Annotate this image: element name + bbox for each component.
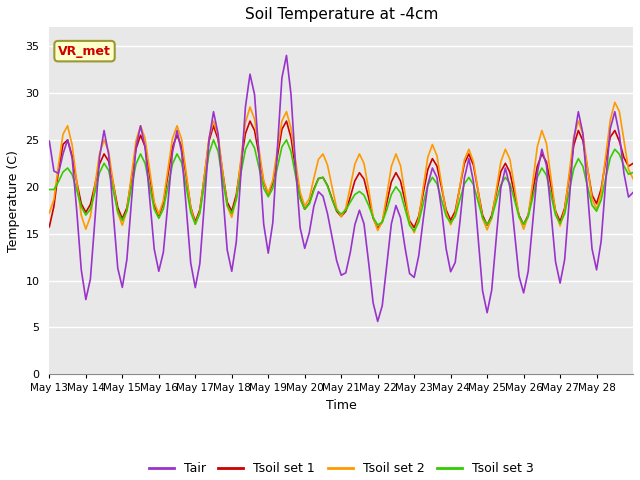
Tsoil set 3	[629, 169, 637, 175]
Tsoil set 1	[45, 224, 53, 229]
Tsoil set 3	[410, 228, 418, 234]
Tair	[356, 207, 364, 213]
Tsoil set 2	[73, 179, 81, 184]
Tsoil set 1	[565, 174, 573, 180]
Tair	[45, 138, 53, 144]
Tsoil set 3	[397, 190, 404, 195]
Tsoil set 3	[356, 189, 364, 194]
Tair	[401, 245, 409, 251]
Line: Tair: Tair	[49, 55, 633, 322]
Line: Tsoil set 1: Tsoil set 1	[49, 121, 633, 228]
Tsoil set 3	[246, 137, 254, 143]
Tsoil set 1	[246, 118, 254, 124]
Tsoil set 3	[515, 214, 523, 220]
Legend: Tair, Tsoil set 1, Tsoil set 2, Tsoil set 3: Tair, Tsoil set 1, Tsoil set 2, Tsoil se…	[144, 457, 539, 480]
Tsoil set 3	[565, 189, 573, 194]
Tsoil set 1	[374, 226, 381, 231]
Tsoil set 1	[401, 198, 409, 204]
Tair	[205, 137, 212, 143]
Tsoil set 1	[356, 170, 364, 176]
Title: Soil Temperature at -4cm: Soil Temperature at -4cm	[244, 7, 438, 22]
Tair	[73, 207, 81, 213]
Tsoil set 1	[73, 179, 81, 185]
Tsoil set 2	[410, 230, 418, 236]
Tsoil set 2	[45, 210, 53, 216]
Tsoil set 3	[205, 151, 212, 156]
Line: Tsoil set 3: Tsoil set 3	[49, 140, 633, 231]
Tsoil set 2	[392, 151, 400, 157]
Tsoil set 2	[561, 207, 568, 213]
Tsoil set 3	[73, 187, 81, 193]
Tair	[283, 52, 291, 58]
Tsoil set 2	[611, 99, 619, 105]
Tsoil set 1	[515, 213, 523, 218]
Tair	[515, 274, 523, 279]
Tsoil set 2	[629, 176, 637, 181]
Tsoil set 1	[205, 138, 212, 144]
Y-axis label: Temperature (C): Temperature (C)	[7, 150, 20, 252]
Tair	[374, 319, 381, 324]
X-axis label: Time: Time	[326, 399, 356, 412]
Tair	[565, 198, 573, 204]
Tsoil set 2	[511, 184, 518, 190]
Tsoil set 1	[629, 160, 637, 166]
Tsoil set 3	[45, 187, 53, 192]
Tair	[629, 190, 637, 195]
Text: VR_met: VR_met	[58, 45, 111, 58]
Line: Tsoil set 2: Tsoil set 2	[49, 102, 633, 233]
Tsoil set 2	[205, 135, 212, 141]
Tsoil set 2	[351, 161, 359, 167]
